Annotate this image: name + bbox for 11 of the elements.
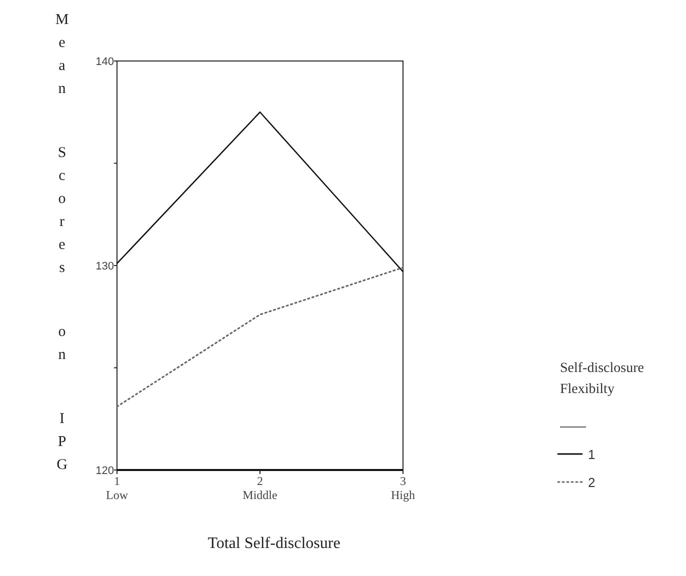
x-tick-label: 2 Middle xyxy=(242,474,278,502)
legend-label: 1 xyxy=(588,447,596,462)
legend-title: Self-disclosure Flexibilty xyxy=(560,361,644,397)
legend-label: 2 xyxy=(588,475,596,490)
x-axis-title: Total Self-disclosure xyxy=(208,535,340,552)
x-tick-label: 3 High xyxy=(391,474,415,502)
y-tick-label: 130 xyxy=(96,260,114,272)
x-tick-label: 1 Low xyxy=(106,474,128,502)
y-axis-title: Mean Scores on IPG xyxy=(54,12,70,480)
y-tick-label: 140 xyxy=(96,56,114,68)
y-tick-label: 120 xyxy=(96,465,114,477)
